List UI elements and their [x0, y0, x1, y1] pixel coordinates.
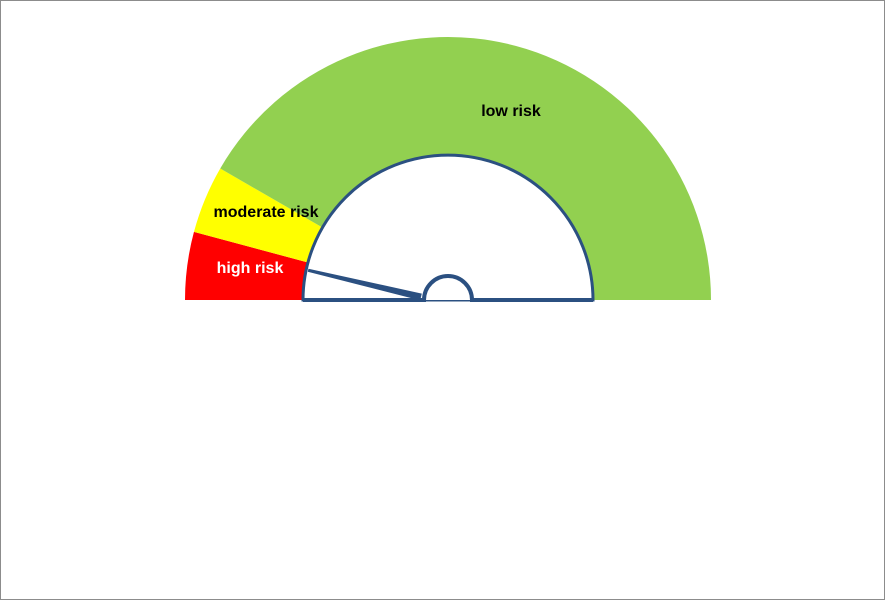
gauge-band-label-low-risk: low risk: [481, 103, 541, 120]
gauge-needle: [307, 268, 422, 301]
gauge-band-labels: high risk moderate risk low risk: [214, 103, 541, 277]
gauge-inner-face: [301, 153, 595, 302]
gauge-band-label-high-risk: high risk: [217, 260, 284, 277]
gauge-hub: [303, 274, 593, 302]
gauge-band-label-moderate-risk: moderate risk: [214, 204, 319, 221]
